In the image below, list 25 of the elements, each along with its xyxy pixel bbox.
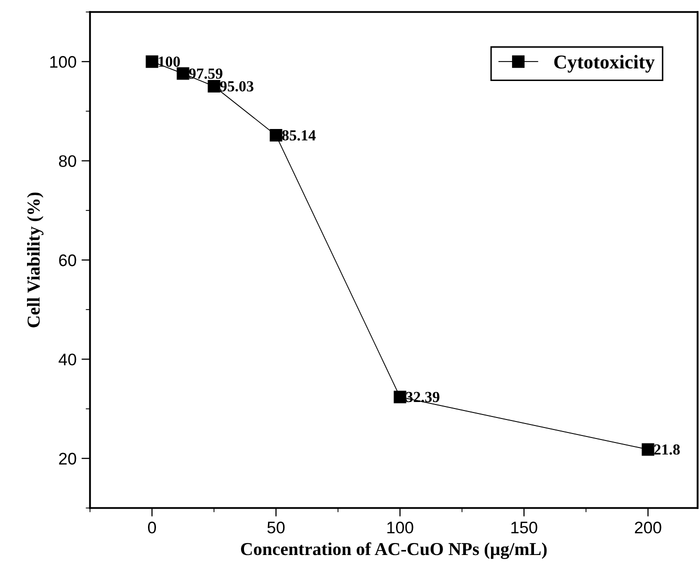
x-axis-title: Concentration of AC-CuO NPs (µg/mL) bbox=[241, 542, 547, 559]
data-label: 21.8 bbox=[654, 444, 680, 455]
x-tick-label: 200 bbox=[634, 522, 662, 534]
point bbox=[208, 80, 220, 92]
x-tick-label: 150 bbox=[511, 522, 538, 534]
data-label: 85.14 bbox=[282, 130, 316, 141]
point bbox=[270, 129, 282, 142]
point bbox=[176, 67, 190, 80]
data-label: 97.59 bbox=[188, 68, 222, 79]
legend-label: Cytotoxicity bbox=[554, 54, 655, 73]
y-axis-title: Cell Viability (%) bbox=[27, 192, 44, 328]
y-tick-label: 20 bbox=[59, 452, 76, 465]
y-tick-label: 80 bbox=[58, 155, 76, 168]
x-tick-label: 50 bbox=[267, 522, 285, 534]
x-tick-label: 0 bbox=[148, 522, 156, 534]
data-label: 100 bbox=[158, 56, 180, 67]
data-label: 95.03 bbox=[220, 81, 254, 92]
point bbox=[146, 55, 158, 68]
point bbox=[642, 443, 654, 456]
y-tick-label: 40 bbox=[58, 354, 76, 366]
point bbox=[394, 390, 406, 404]
data-label: 32.39 bbox=[406, 392, 440, 402]
y-tick-label: 100 bbox=[50, 56, 76, 68]
y-tick-label: 60 bbox=[59, 254, 76, 266]
x-tick-label: 100 bbox=[387, 522, 414, 534]
